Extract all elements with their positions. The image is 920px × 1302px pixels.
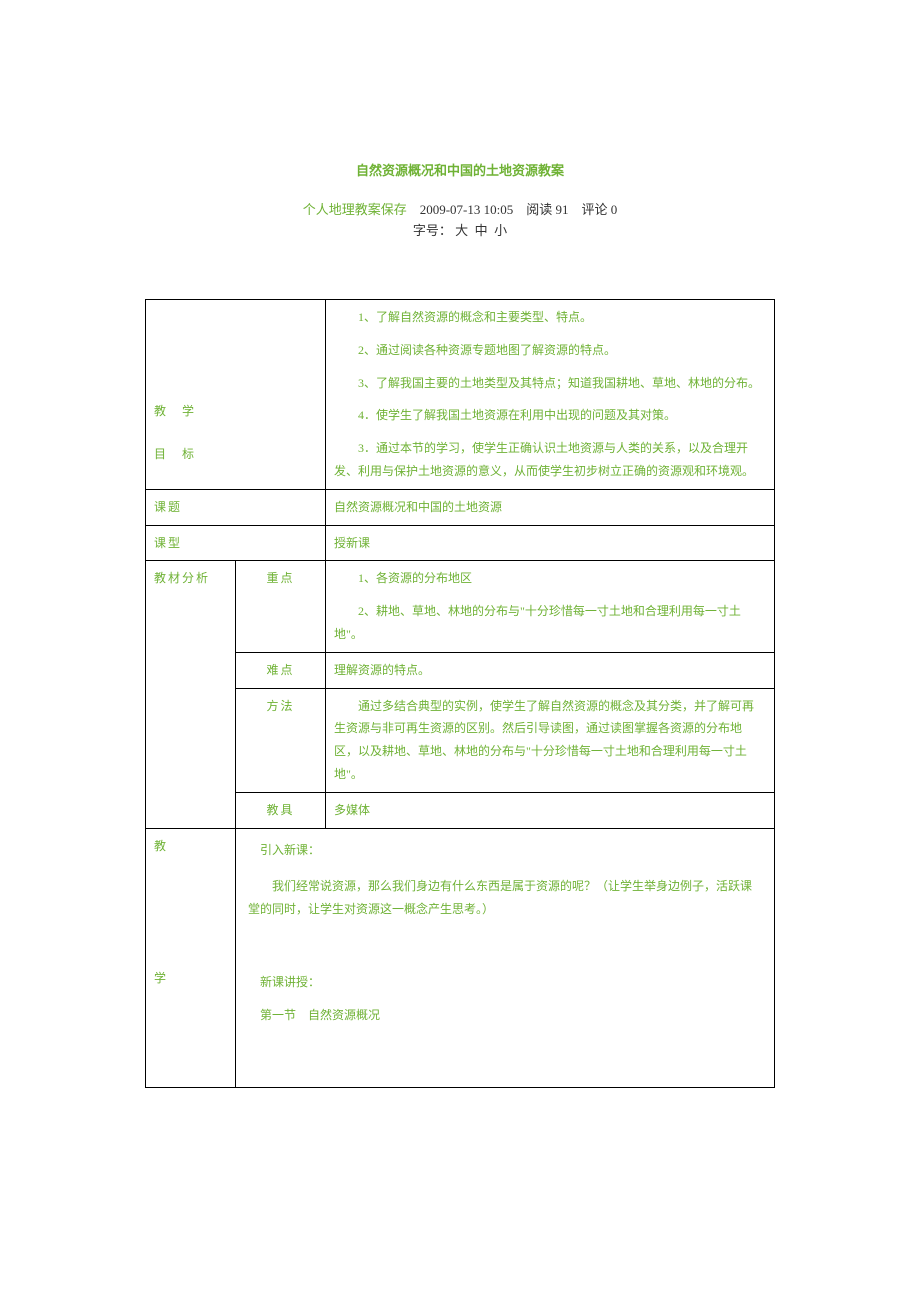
tools-label: 教具 (236, 792, 326, 828)
lesson-plan-table: 教 学 目 标 1、了解自然资源的概念和主要类型、特点。 2、通过阅读各种资源专… (145, 299, 775, 1088)
reads-label: 阅读 (526, 202, 552, 217)
table-row: 方法 通过多结合典型的实例，使学生了解自然资源的概念及其分类，并了解可再生资源与… (146, 688, 775, 792)
method-value: 通过多结合典型的实例，使学生了解自然资源的概念及其分类，并了解可再生资源与非可再… (326, 688, 775, 792)
fontsize-large[interactable]: 大 (455, 223, 468, 238)
goal-item: 3、了解我国主要的土地类型及其特点；知道我国耕地、草地、林地的分布。 (334, 372, 766, 395)
keypoint-item: 2、耕地、草地、林地的分布与"十分珍惜每一寸土地和合理利用每一寸土地"。 (334, 600, 766, 646)
table-row: 课题 自然资源概况和中国的土地资源 (146, 489, 775, 525)
page-title: 自然资源概况和中国的土地资源教案 (145, 160, 775, 179)
teach-label: 新课讲授： (248, 971, 762, 994)
goal-item: 1、了解自然资源的概念和主要类型、特点。 (334, 306, 766, 329)
difficulty-value: 理解资源的特点。 (326, 652, 775, 688)
topic-value: 自然资源概况和中国的土地资源 (326, 489, 775, 525)
font-size-selector: 字号： 大 中 小 (145, 220, 775, 239)
comments-count: 0 (611, 202, 618, 217)
table-row: 难点 理解资源的特点。 (146, 652, 775, 688)
difficulty-label: 难点 (236, 652, 326, 688)
goals-label: 教 学 目 标 (146, 300, 326, 490)
goals-content: 1、了解自然资源的概念和主要类型、特点。 2、通过阅读各种资源专题地图了解资源的… (326, 300, 775, 490)
intro-label: 引入新课： (248, 839, 762, 862)
intro-text: 我们经常说资源，那么我们身边有什么东西是属于资源的呢？（让学生举身边例子，活跃课… (248, 875, 762, 921)
goal-item: 3．通过本节的学习，使学生正确认识土地资源与人类的关系，以及合理开发、利用与保护… (334, 437, 766, 483)
tools-value: 多媒体 (326, 792, 775, 828)
section-heading: 第一节 自然资源概况 (248, 1004, 762, 1027)
analysis-label: 教材分析 (146, 561, 236, 828)
meta-line: 个人地理教案保存 2009-07-13 10:05 阅读 91 评论 0 (145, 199, 775, 218)
type-label: 课型 (146, 525, 326, 561)
table-row: 课型 授新课 (146, 525, 775, 561)
process-content: 引入新课： 我们经常说资源，那么我们身边有什么东西是属于资源的呢？（让学生举身边… (236, 828, 775, 1087)
goal-item: 2、通过阅读各种资源专题地图了解资源的特点。 (334, 339, 766, 362)
reads-count: 91 (556, 202, 569, 217)
table-row: 教 学 引入新课： 我们经常说资源，那么我们身边有什么东西是属于资源的呢？（让学… (146, 828, 775, 1087)
table-row: 教 学 目 标 1、了解自然资源的概念和主要类型、特点。 2、通过阅读各种资源专… (146, 300, 775, 490)
comments-label: 评论 (582, 202, 608, 217)
fontsize-label: 字号： (413, 223, 452, 238)
process-label: 教 学 (146, 828, 236, 1087)
topic-label: 课题 (146, 489, 326, 525)
fontsize-small[interactable]: 小 (494, 223, 507, 238)
keypoint-label: 重点 (236, 561, 326, 652)
table-row: 教材分析 重点 1、各资源的分布地区 2、耕地、草地、林地的分布与"十分珍惜每一… (146, 561, 775, 652)
method-label: 方法 (236, 688, 326, 792)
keypoint-content: 1、各资源的分布地区 2、耕地、草地、林地的分布与"十分珍惜每一寸土地和合理利用… (326, 561, 775, 652)
category-link[interactable]: 个人地理教案保存 (303, 202, 407, 217)
datetime: 2009-07-13 10:05 (420, 202, 514, 217)
type-value: 授新课 (326, 525, 775, 561)
fontsize-medium[interactable]: 中 (475, 223, 488, 238)
goal-item: 4．使学生了解我国土地资源在利用中出现的问题及其对策。 (334, 404, 766, 427)
keypoint-item: 1、各资源的分布地区 (334, 567, 766, 590)
table-row: 教具 多媒体 (146, 792, 775, 828)
